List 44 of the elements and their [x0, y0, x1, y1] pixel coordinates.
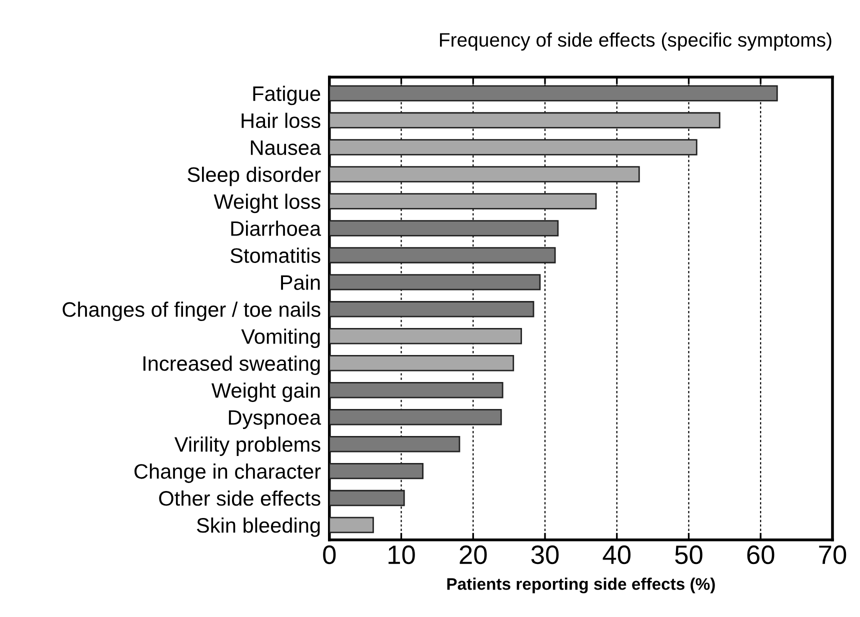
y-tick-label: Hair loss: [242, 112, 320, 128]
chart-title: Frequency of side effects (specific symptoms): [440, 32, 832, 51]
x-tick-label: 0: [323, 545, 336, 564]
y-tick-label: Other side effects: [159, 490, 320, 506]
bar: [329, 355, 514, 372]
bar: [329, 436, 460, 452]
y-tick-label: Dyspnoea: [228, 410, 322, 429]
bar: [329, 328, 522, 344]
y-tick-label: Fatigue: [253, 86, 320, 106]
x-tick-label: 20: [460, 545, 487, 564]
bar: [329, 462, 424, 480]
y-tick-label: Diarrhoea: [231, 220, 322, 236]
x-tick-label: 10: [388, 545, 415, 564]
y-tick-label: Pain: [281, 274, 320, 290]
bar: [329, 139, 698, 156]
y-tick-label: Nausea: [250, 140, 322, 156]
x-tick-label: 70: [819, 545, 846, 564]
y-tick-label: Sleep disorder: [188, 166, 321, 186]
bar: [329, 247, 556, 264]
y-tick-label: Changes of finger / toe nails: [62, 302, 320, 322]
x-tick-label: 40: [602, 545, 631, 564]
bar: [329, 490, 405, 506]
bar: [329, 166, 640, 182]
y-tick-label: Stomatitis: [230, 248, 320, 263]
y-tick-label: Vomiting: [241, 328, 320, 348]
x-tick-label: 50: [675, 545, 702, 564]
x-axis-title: Patients reporting side effects (%): [447, 578, 715, 594]
bar: [329, 112, 720, 128]
bar: [329, 85, 778, 102]
y-tick-label: Weight loss: [214, 194, 320, 214]
bar: [329, 516, 374, 534]
x-tick-label: 30: [531, 545, 559, 564]
bar: [329, 301, 534, 318]
bar: [329, 193, 597, 210]
y-tick-label: Increased sweating: [143, 356, 320, 376]
bar: [329, 220, 559, 236]
y-tick-label: Change in character: [134, 464, 321, 483]
x-tick-label: 60: [747, 545, 774, 564]
bar: [329, 382, 504, 398]
y-tick-label: Weight gain: [211, 382, 320, 402]
bar: [329, 408, 502, 426]
bar: [329, 274, 541, 290]
y-tick-label: Skin bleeding: [196, 517, 320, 537]
y-tick-label: Virility problems: [174, 436, 320, 456]
